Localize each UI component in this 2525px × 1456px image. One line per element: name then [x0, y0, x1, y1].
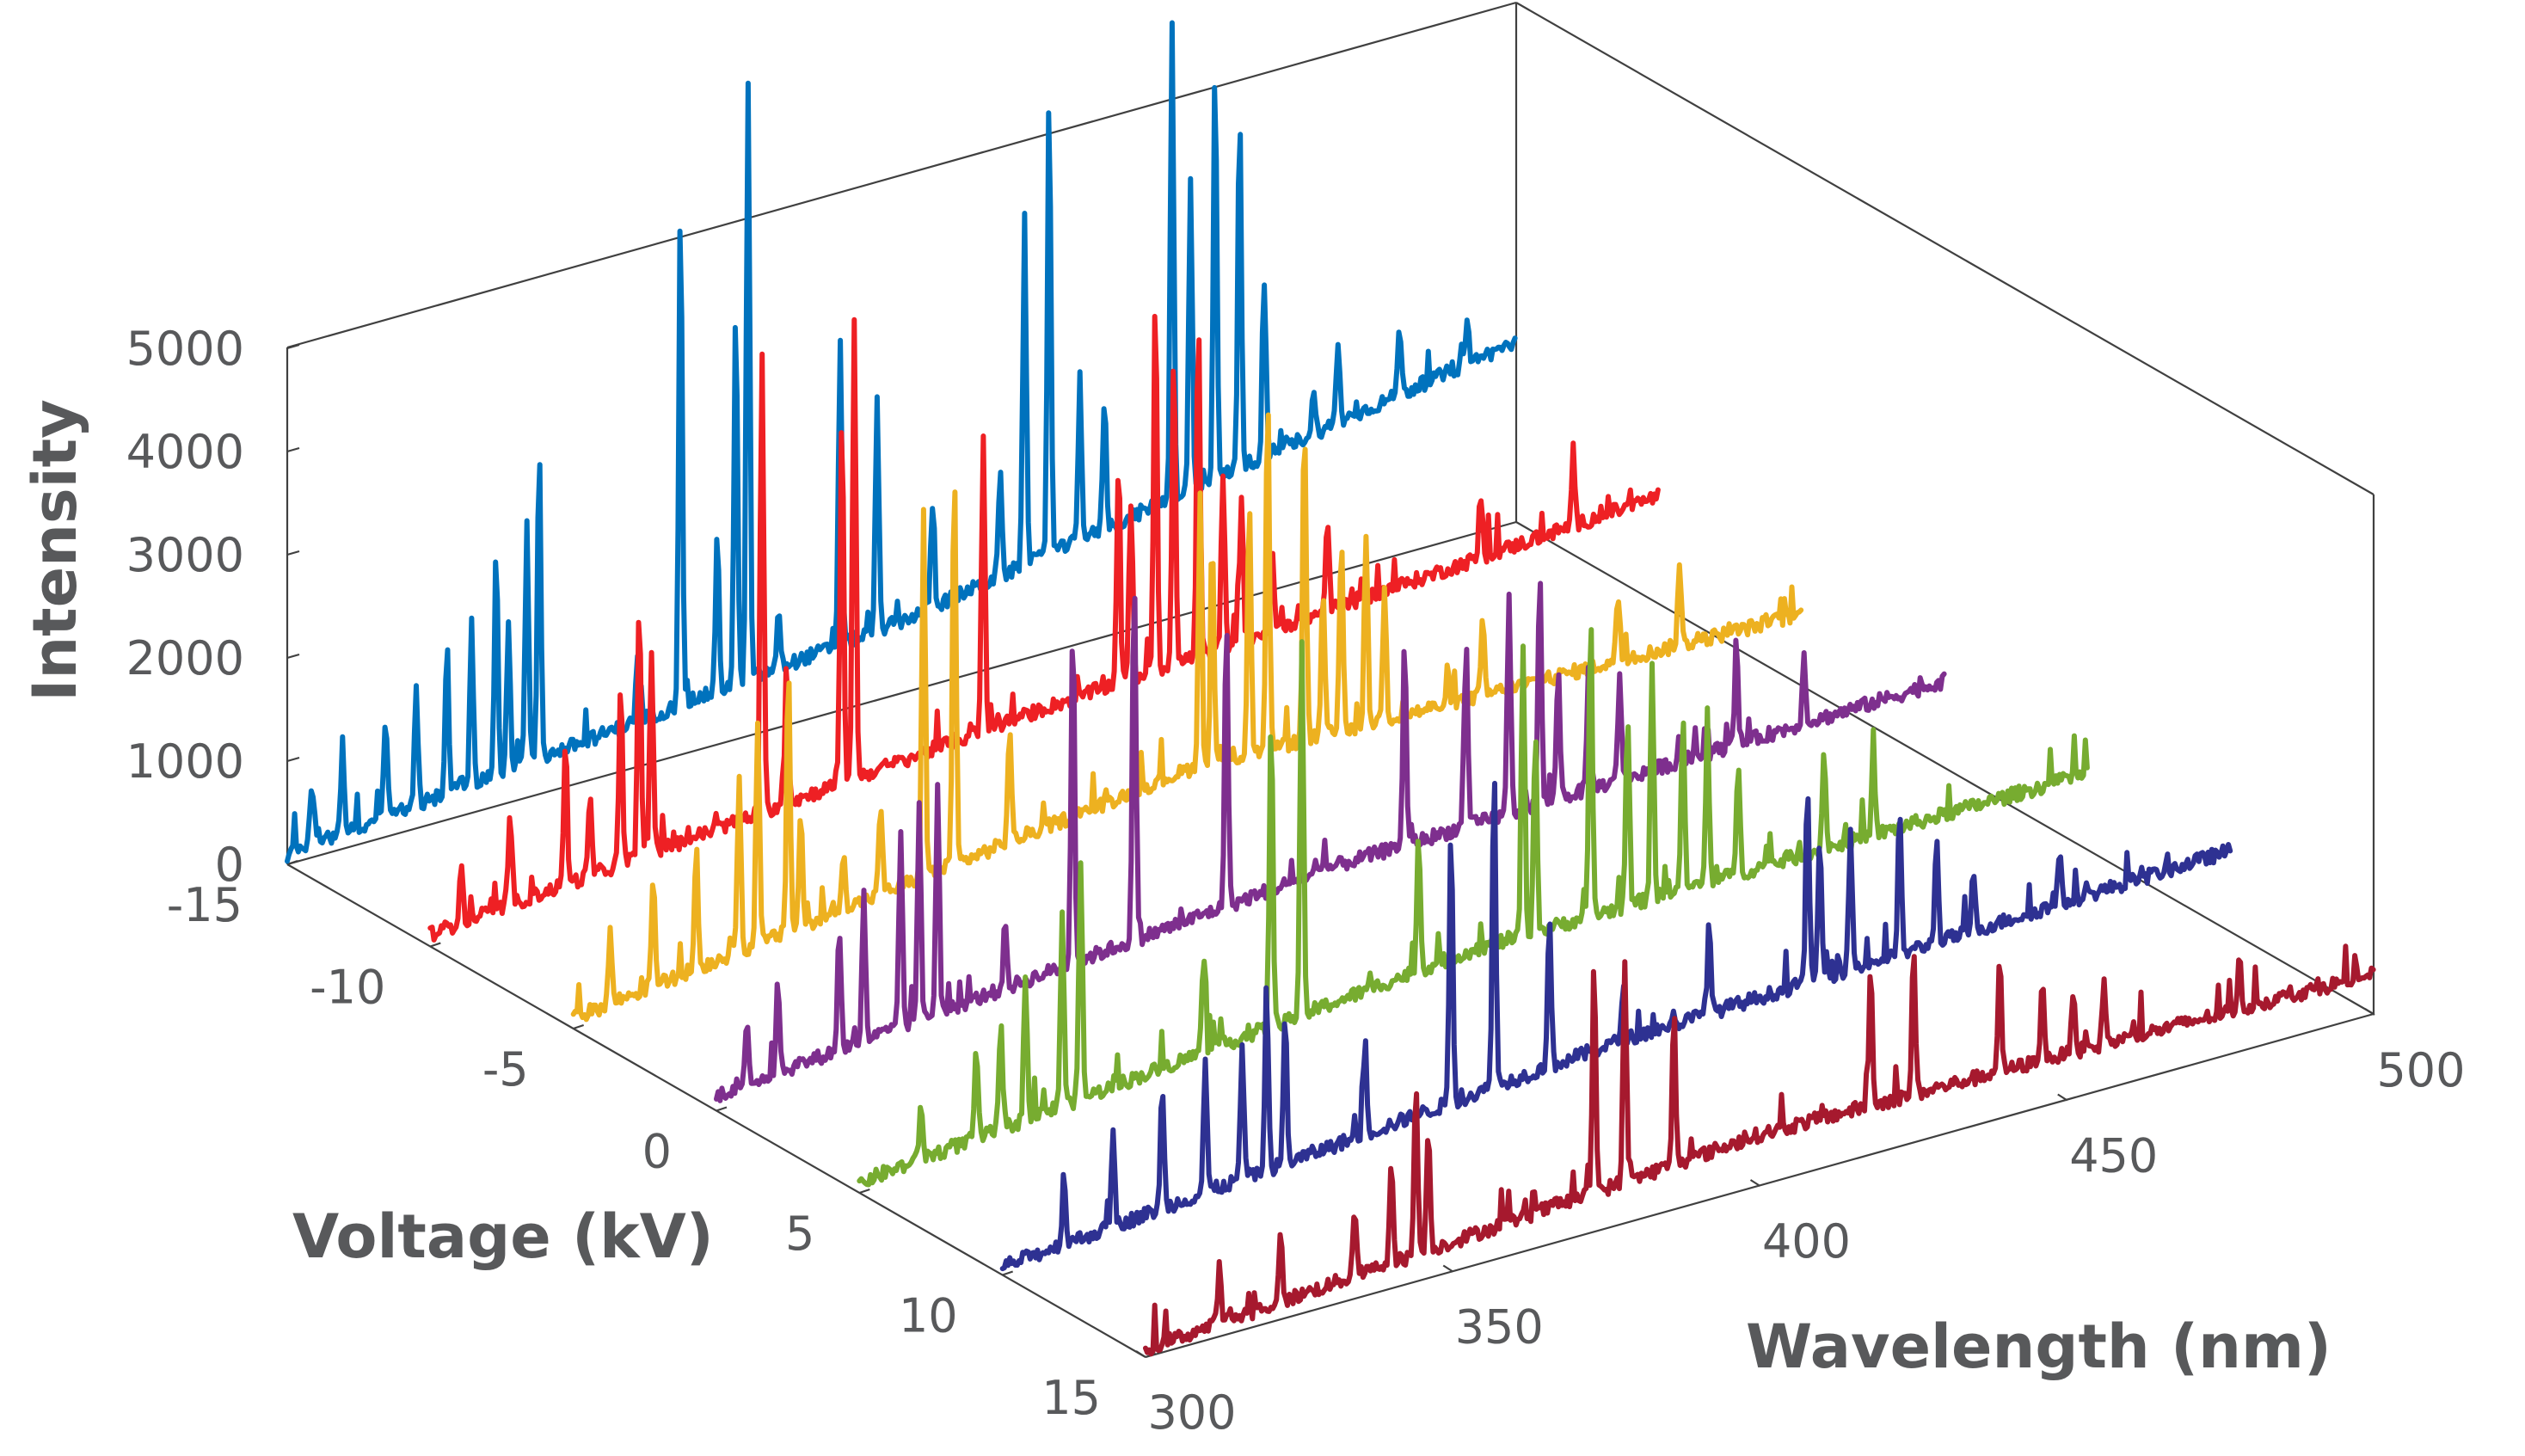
voltage-tick-mark — [858, 1188, 870, 1195]
spectrum-line-5kv — [857, 627, 2090, 1188]
spectrum-line--10kv — [427, 313, 1661, 943]
voltage-tick-label: 15 — [1041, 1371, 1101, 1425]
voltage-axis-title: Voltage (kV) — [292, 1201, 714, 1272]
intensity-tick-mark — [286, 446, 300, 453]
voltage-tick-label: -5 — [482, 1042, 529, 1097]
voltage-tick-label: -15 — [167, 878, 243, 932]
wavelength-tick-mark — [1135, 1350, 1146, 1358]
wavelength-tick-label: 350 — [1455, 1300, 1544, 1355]
intensity-tick-label: 0 — [215, 838, 244, 892]
intensity-tick-mark — [286, 343, 300, 350]
wavelength-axis-title: Wavelength (nm) — [1746, 1312, 2331, 1382]
voltage-tick-label: 10 — [899, 1289, 958, 1343]
voltage-tick-mark — [573, 1023, 585, 1030]
intensity-tick-label: 3000 — [126, 528, 244, 582]
axes-frame — [286, 1, 2375, 1359]
intensity-axis-title: Intensity — [20, 399, 90, 701]
spectrum-line-0kv — [714, 581, 1947, 1103]
tick-marks — [286, 343, 2375, 1359]
wavelength-tick-label: 450 — [2069, 1129, 2158, 1183]
intensity-tick-mark — [286, 653, 300, 660]
spectrum-line--5kv — [570, 412, 1804, 1023]
intensity-tick-label: 2000 — [126, 631, 244, 685]
wavelength-tick-label: 500 — [2376, 1043, 2465, 1097]
intensity-tick-mark — [286, 756, 300, 763]
tick-labels: 0 1000 2000 3000 4000 5000 -15 -10 -5 0 5 10 15 300 35… — [126, 322, 2466, 1440]
voltage-tick-label: -10 — [310, 961, 385, 1015]
spectrum-line--15kv — [285, 20, 1518, 864]
wavelength-tick-mark — [1749, 1179, 1761, 1187]
wavelength-tick-mark — [1442, 1264, 1453, 1273]
wavelength-tick-label: 300 — [1147, 1385, 1236, 1440]
intensity-tick-label: 1000 — [126, 734, 244, 789]
right-wall-top-edge — [1515, 2, 2374, 495]
voltage-tick-label: 0 — [642, 1125, 672, 1179]
intensity-tick-label: 5000 — [126, 322, 244, 376]
intensity-tick-label: 4000 — [126, 425, 244, 479]
voltage-tick-mark — [716, 1106, 728, 1112]
spectrum-line-15kv — [1143, 943, 2376, 1357]
wavelength-tick-mark — [2057, 1093, 2068, 1102]
voltage-tick-mark — [1002, 1270, 1014, 1276]
intensity-tick-mark — [286, 550, 300, 556]
spectrum-line-10kv — [999, 780, 2233, 1272]
spectra-series — [285, 20, 2376, 1357]
floor-right-edge — [1515, 521, 2374, 1015]
wavelength-tick-mark — [2364, 1008, 2375, 1016]
wavelength-tick-label: 400 — [1762, 1214, 1851, 1269]
floor-back-edge — [286, 520, 1517, 866]
voltage-tick-mark — [429, 942, 441, 948]
voltage-tick-mark — [286, 859, 298, 866]
back-wall-top-edge — [286, 1, 1517, 349]
voltage-tick-label: 5 — [785, 1207, 814, 1261]
